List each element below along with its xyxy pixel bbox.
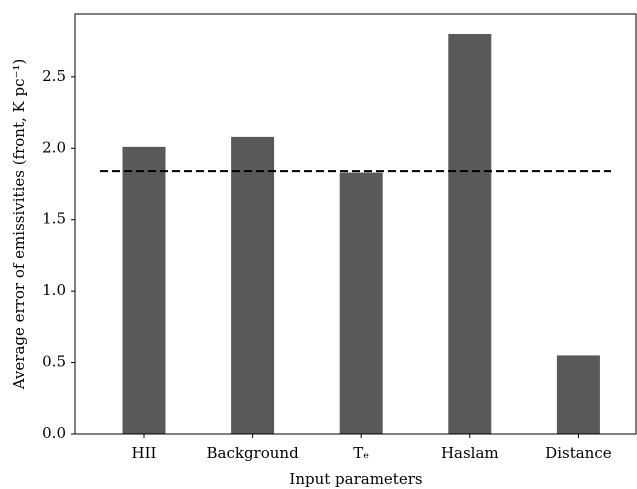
- y-tick-label: 2.0: [42, 138, 66, 156]
- x-tick-label: Distance: [545, 444, 612, 462]
- y-tick-label: 1.5: [42, 210, 66, 228]
- y-tick-label: 1.0: [42, 281, 66, 299]
- y-axis-label: Average error of emissivities (front, K …: [10, 59, 28, 391]
- y-tick-label: 2.5: [42, 67, 66, 85]
- bar: [122, 146, 166, 434]
- x-tick-label: Background: [207, 444, 300, 462]
- x-tick-label: Tₑ: [353, 444, 369, 462]
- x-tick-label: Haslam: [441, 444, 499, 462]
- bar: [231, 136, 275, 434]
- bar: [448, 34, 492, 434]
- bar: [556, 355, 600, 434]
- plot-frame: [74, 13, 637, 435]
- x-axis-label: Input parameters: [289, 470, 422, 488]
- x-tick-label: HII: [132, 444, 157, 462]
- bar: [339, 172, 383, 435]
- y-tick-label: 0.5: [42, 353, 66, 371]
- y-tick-label: 0.0: [42, 424, 66, 442]
